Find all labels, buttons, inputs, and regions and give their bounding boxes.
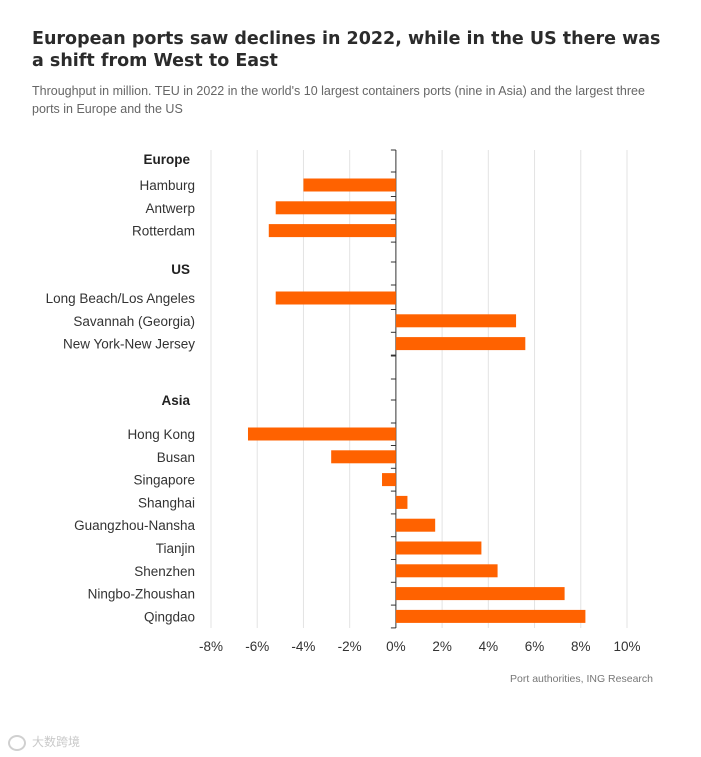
x-tick-label: 0%: [386, 639, 406, 654]
category-label: New York-New Jersey: [63, 337, 195, 352]
bar: [275, 291, 396, 305]
group-header-asia: Asia: [161, 393, 190, 408]
category-label: Long Beach/Los Angeles: [46, 291, 196, 306]
x-tick-label: -6%: [245, 639, 269, 654]
x-tick-label: 2%: [432, 639, 452, 654]
bar: [395, 587, 565, 601]
category-label: Tianjin: [156, 541, 195, 556]
category-label: Hong Kong: [127, 427, 195, 442]
bar: [247, 427, 396, 441]
x-tick-label: -4%: [291, 639, 315, 654]
category-label: Shanghai: [138, 495, 195, 510]
x-tick-label: 8%: [571, 639, 591, 654]
x-tick-label: 4%: [479, 639, 499, 654]
bar: [382, 473, 396, 487]
bar: [395, 314, 517, 328]
chart-title: European ports saw declines in 2022, whi…: [32, 29, 661, 71]
group-header-europe: Europe: [143, 152, 190, 167]
bar: [268, 224, 396, 238]
chart-subtitle: Throughput in million. TEU in 2022 in th…: [32, 84, 645, 116]
category-label: Qingdao: [144, 609, 195, 624]
source-note: Port authorities, ING Research: [510, 673, 653, 685]
watermark: 大数跨境: [8, 733, 80, 751]
category-label: Busan: [157, 450, 195, 465]
bar: [275, 201, 396, 215]
category-label: Antwerp: [145, 201, 195, 216]
bar: [395, 495, 408, 509]
watermark-text: 大数跨境: [32, 735, 81, 749]
bar: [331, 450, 396, 464]
category-label: Singapore: [133, 473, 195, 488]
category-label: Hamburg: [139, 178, 195, 193]
group-header-us: US: [171, 262, 190, 277]
x-tick-label: 6%: [525, 639, 545, 654]
category-label: Guangzhou-Nansha: [74, 518, 195, 533]
bar: [303, 178, 396, 192]
bar: [395, 609, 586, 623]
watermark-logo-icon: [8, 734, 26, 751]
bar: [395, 337, 526, 351]
x-tick-label: -8%: [199, 639, 223, 654]
x-tick-label: 10%: [613, 639, 640, 654]
category-label: Rotterdam: [132, 224, 195, 239]
category-label: Ningbo-Zhoushan: [88, 587, 195, 602]
bar: [395, 541, 482, 555]
bar: [395, 518, 436, 532]
category-label: Savannah (Georgia): [73, 314, 195, 329]
category-label: Shenzhen: [134, 564, 195, 579]
x-tick-label: -2%: [338, 639, 362, 654]
bar: [395, 564, 498, 578]
